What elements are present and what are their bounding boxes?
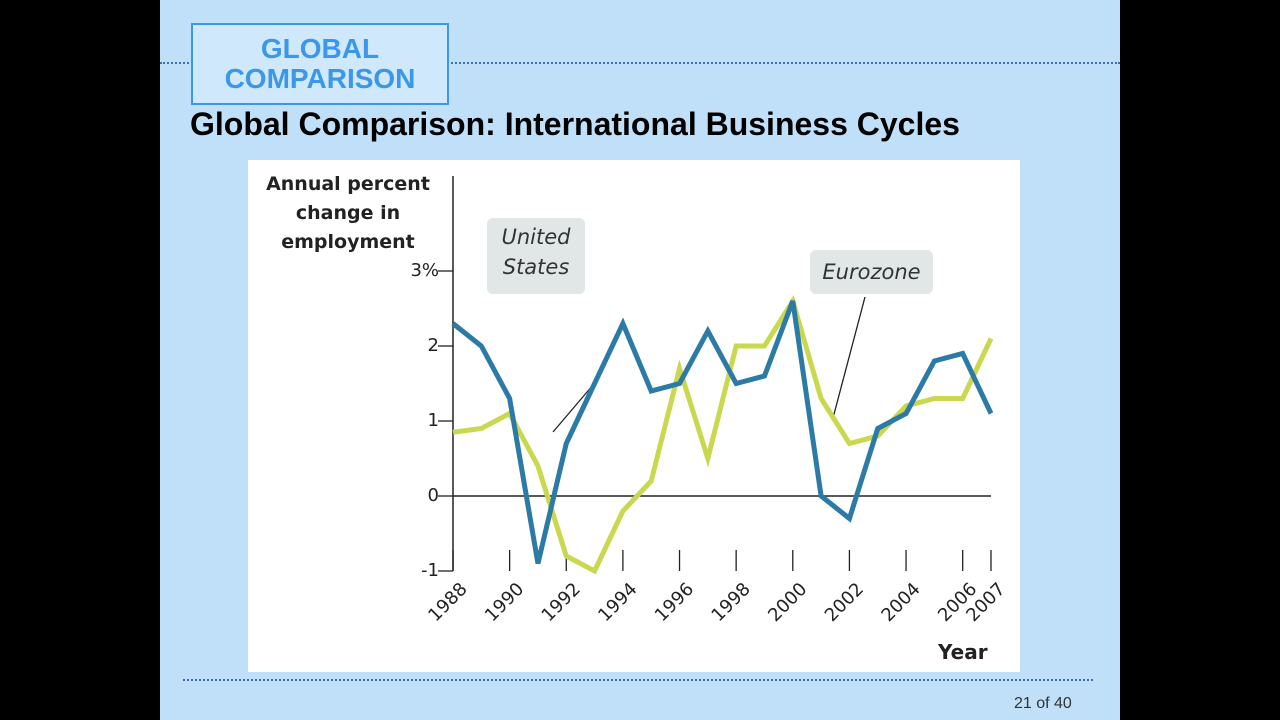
x-tick-label: 1988 bbox=[424, 579, 471, 626]
x-tick-label: 2002 bbox=[821, 579, 868, 626]
x-tick-label: 2004 bbox=[877, 579, 924, 626]
page-number: 21 of 40 bbox=[1014, 695, 1072, 712]
x-tick-label: 1992 bbox=[538, 579, 585, 626]
badge: GLOBAL COMPARISON bbox=[191, 23, 449, 105]
divider bbox=[160, 62, 1120, 64]
series-line bbox=[451, 300, 994, 565]
y-tick-label: 1 bbox=[428, 410, 439, 431]
series-label: United States bbox=[487, 218, 585, 294]
x-axis-label: Year bbox=[938, 640, 988, 664]
series-label: Eurozone bbox=[810, 250, 933, 294]
y-tick-label: 0 bbox=[428, 485, 439, 506]
x-tick-label: 1990 bbox=[481, 579, 528, 626]
x-tick-label: 1998 bbox=[707, 579, 754, 626]
callout-pointer bbox=[552, 384, 594, 433]
y-tick-label: 2 bbox=[428, 335, 439, 356]
slide-title: Global Comparison: International Busines… bbox=[190, 106, 960, 142]
x-tick-label: 1996 bbox=[651, 579, 698, 626]
y-tick-label: 3% bbox=[410, 260, 439, 281]
chart: -1 0 1 2 3% 1988 1990 1992 1994 1996 1998 2000 2002 2… bbox=[410, 176, 1010, 626]
callout-pointer bbox=[832, 296, 866, 419]
x-tick-label: 1994 bbox=[594, 579, 641, 626]
chart-area: -1 0 1 2 3% 1988 1990 1992 1994 1996 1998 2000 2002 2… bbox=[248, 160, 1020, 672]
series-line bbox=[452, 294, 994, 575]
x-tick-label: 2000 bbox=[764, 579, 811, 626]
y-tick-label: -1 bbox=[421, 560, 439, 581]
divider bbox=[183, 679, 1093, 681]
y-axis-label: Annual percent change in employment bbox=[266, 173, 430, 253]
